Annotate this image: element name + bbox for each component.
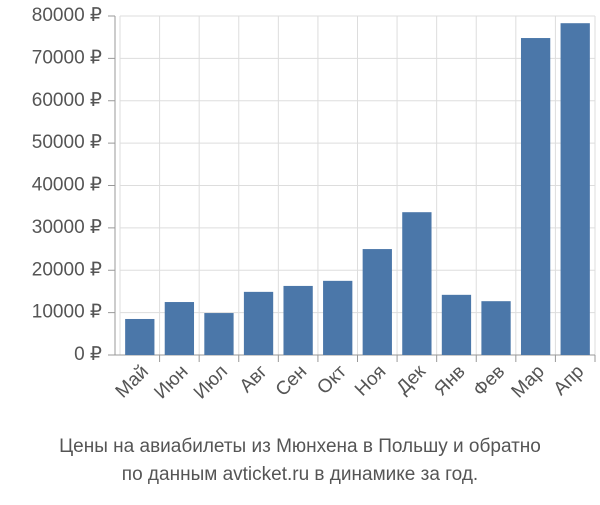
x-tick-label: Авг [236,361,272,397]
bar [125,318,155,355]
y-tick-label: 20000 ₽ [32,259,102,280]
bar [204,313,234,355]
bar [481,301,511,355]
bar [283,285,313,355]
bar [441,294,472,355]
x-tick-label: Июл [190,361,232,403]
x-tick-label: Окт [313,361,351,399]
y-tick-label: 50000 ₽ [32,132,102,153]
caption: Цены на авиабилеты из Мюнхена в Польшу и… [59,436,541,457]
caption: по данным avticket.ru в динамике за год. [122,464,478,485]
x-tick-label: Мар [508,361,549,402]
x-tick-label: Фев [469,361,509,401]
x-tick-label: Ноя [351,361,390,400]
bar [402,212,432,355]
bar [243,291,274,355]
x-tick-label: Дек [393,361,431,399]
y-tick-label: 80000 ₽ [32,5,102,26]
y-tick-label: 0 ₽ [74,344,102,365]
y-tick-label: 70000 ₽ [32,47,102,68]
x-tick-label: Май [112,361,153,402]
y-tick-label: 10000 ₽ [32,302,102,323]
x-tick-label: Янв [430,361,469,400]
x-tick-label: Сен [272,361,311,400]
bar [362,249,392,355]
bar [560,23,590,356]
x-tick-label: Июн [150,361,192,403]
y-tick-label: 60000 ₽ [32,90,102,111]
bar [323,280,353,355]
y-tick-label: 40000 ₽ [32,175,102,196]
x-tick-label: Апр [550,361,589,400]
bar [520,38,551,355]
y-tick-label: 30000 ₽ [32,217,102,238]
bar [164,302,195,355]
